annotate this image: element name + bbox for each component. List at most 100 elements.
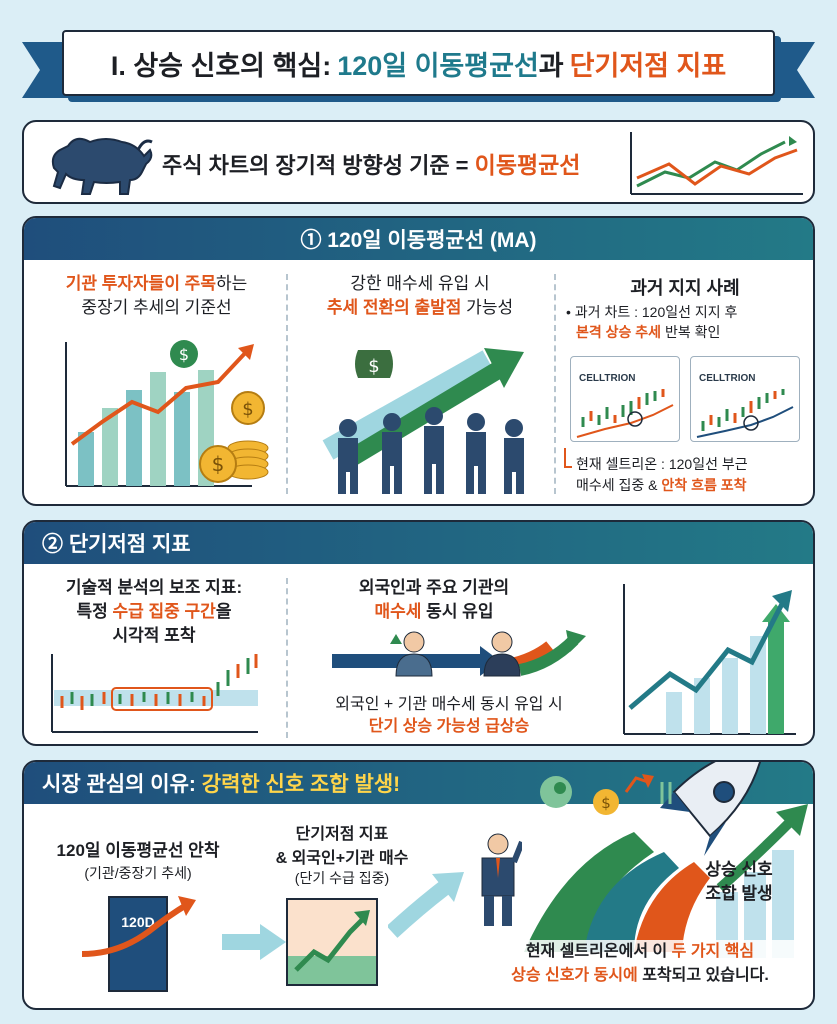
title-connector: 과 <box>538 50 564 81</box>
rocket-illustration: $ <box>524 762 761 952</box>
signal-arrow-2 <box>388 872 464 938</box>
signal-arrow-1 <box>222 924 286 960</box>
ma-col3-current: 현재 셀트리온 : 120일선 부근 매수세 집중 & 안착 흐름 포착 <box>576 454 813 496</box>
low-candle-chart <box>51 654 258 733</box>
rocket-label-line1: 상승 신호 <box>705 860 773 879</box>
signal-bottom-line2: 상승 신호가 동시에 포착되고 있습니다. <box>470 964 810 988</box>
ma-col3-bullet: • 과거 차트 : 120일선 지지 후 본격 상승 추세 반복 확인 <box>566 302 813 342</box>
section-ma: ① 120일 이동평균선 (MA) 기관 투자자들이 주목하는 중장기 추세의 … <box>22 216 815 506</box>
investors-flow-illustration <box>332 630 586 677</box>
low-col2-text: 외국인과 주요 기관의 매수세 동시 유입 <box>304 576 564 624</box>
signal-bottom-text: 현재 셀트리온에서 이 두 가지 핵심 상승 신호가 동시에 포착되고 있습니다… <box>470 940 810 988</box>
ma-col3-bullet-highlight: 본격 상승 추세 <box>576 324 662 340</box>
signal-header-highlight: 강력한 신호 조합 발생! <box>201 773 401 796</box>
investors-pushing-arrow-illustration: $ <box>322 348 524 494</box>
section-low: ② 단기저점 지표 기술적 분석의 보조 지표: 특정 수급 집중 구간을 시각… <box>22 520 815 746</box>
intro-text: 주식 차트의 장기적 방향성 기준 = <box>162 153 469 178</box>
ma-col2-line2: 추세 전환의 출발점 가능성 <box>292 296 548 320</box>
signal-left-sub: (기관/중장기 추세) <box>84 865 192 881</box>
low-col2-line1: 외국인과 주요 기관의 <box>358 578 510 597</box>
past-chart-2-label: CELLTRION <box>699 373 756 384</box>
signal-bottom-line1: 현재 셀트리온에서 이 두 가지 핵심 <box>470 940 810 964</box>
ma-col2-line1: 강한 매수세 유입 시 <box>350 274 490 293</box>
section-ma-header: ① 120일 이동평균선 (MA) <box>24 218 813 260</box>
ma-col3-current-rest: 매수세 집중 & <box>576 477 662 493</box>
ma-col1-highlight: 기관 투자자들이 주목 <box>65 274 216 293</box>
signal-mid-arrow <box>294 910 370 972</box>
low-col2-bottom-line2: 단기 상승 가능성 급상승 <box>368 718 530 735</box>
past-chart-2: CELLTRION <box>690 356 800 442</box>
ma-col1-line2: 중장기 추세의 기준선 <box>81 298 232 317</box>
low-col1-highlight: 수급 집중 구간 <box>112 602 216 621</box>
low-col2-highlight: 매수세 <box>374 602 422 621</box>
low-col1-suffix: 을 <box>215 602 232 621</box>
signal-left-box: 120D <box>108 896 168 992</box>
low-col1-line1: 기술적 분석의 보조 지표: <box>65 578 243 597</box>
rising-bars-illustration <box>623 584 796 735</box>
signal-left-arrow <box>81 896 196 957</box>
past-chart-1: CELLTRION <box>570 356 680 442</box>
section-low-header-text: ② 단기저점 지표 <box>42 533 191 556</box>
ma-col3-bullet-line2: 본격 상승 추세 반복 확인 <box>566 322 813 342</box>
low-col1-line2: 특정 수급 집중 구간을 <box>34 600 274 624</box>
low-col1-text: 기술적 분석의 보조 지표: 특정 수급 집중 구간을 시각적 포착 <box>34 576 274 648</box>
signal-mid-text: 단기저점 지표 & 외국인+기관 매수 (단기 수급 집중) <box>252 820 432 888</box>
ma-col3-title: 과거 지지 사례 <box>630 278 740 298</box>
intro-text-row: 주식 차트의 장기적 방향성 기준 = 이동평균선 <box>162 146 580 180</box>
rocket-label: 상승 신호 조합 발생 <box>684 858 794 906</box>
ma-col2-text: 강한 매수세 유입 시 추세 전환의 출발점 가능성 <box>292 272 548 320</box>
svg-text:$: $ <box>601 794 611 812</box>
svg-text:$: $ <box>179 345 189 364</box>
ma-col2-rest: 가능성 <box>461 298 514 317</box>
signal-mid-title1: 단기저점 지표 <box>295 826 389 843</box>
signal-mid-title2: & 외국인+기관 매수 <box>275 850 409 867</box>
low-col1-prefix: 특정 <box>76 602 113 621</box>
page-title: I. 상승 신호의 핵심: 120일 이동평균선 과 단기저점 지표 <box>62 30 775 96</box>
ma-col3-bullet-rest: 반복 확인 <box>661 324 721 340</box>
bull-icon <box>51 137 153 195</box>
section-signal: 시장 관심의 이유: 강력한 신호 조합 발생! 120일 이동평균선 안착 (… <box>22 760 815 1010</box>
ma-divider-2 <box>554 274 556 494</box>
title-banner: I. 상승 신호의 핵심: 120일 이동평균선 과 단기저점 지표 <box>22 30 815 106</box>
past-chart-2-candles <box>696 389 794 438</box>
ma-col3-current-line1: 현재 셀트리온 : 120일선 부근 <box>576 456 748 472</box>
intro-panel: 주식 차트의 장기적 방향성 기준 = 이동평균선 <box>22 120 815 204</box>
signal-left-box-label: 120D <box>121 914 155 930</box>
signal-left-text: 120일 이동평균선 안착 (기관/중장기 추세) <box>38 836 238 883</box>
low-col2-bottom-line1: 외국인 + 기관 매수세 동시 유입 시 <box>335 696 563 713</box>
svg-text:$: $ <box>212 452 225 476</box>
signal-mid-box <box>286 898 378 986</box>
svg-text:$: $ <box>242 399 253 420</box>
signal-mid-sub: (단기 수급 집중) <box>294 870 390 886</box>
low-col2-line2: 매수세 동시 유입 <box>304 600 564 624</box>
signal-bottom-highlight1: 두 가지 핵심 <box>671 943 755 960</box>
ma-col3-bullet-line1: • 과거 차트 : 120일선 지지 후 <box>566 304 738 320</box>
ma-col2-highlight: 추세 전환의 출발점 <box>326 298 462 317</box>
title-indicator: 단기저점 지표 <box>569 50 727 81</box>
ma-col1-text: 기관 투자자들이 주목하는 중장기 추세의 기준선 <box>34 272 279 320</box>
ma-col3-current-line2: 매수세 집중 & 안착 흐름 포착 <box>576 475 813 496</box>
title-prefix: I. 상승 신호의 핵심: <box>110 50 332 81</box>
signal-header-prefix: 시장 관심의 이유: <box>42 773 196 796</box>
ma-bar-chart-illustration: $ $ $ <box>65 340 269 487</box>
signal-bottom-rest: 포착되고 있습니다. <box>637 967 769 984</box>
section-ma-header-text: ① 120일 이동평균선 (MA) <box>300 229 537 252</box>
section-signal-header: 시장 관심의 이유: 강력한 신호 조합 발생! <box>24 762 813 804</box>
intro-line-chart <box>630 132 803 195</box>
section-low-header: ② 단기저점 지표 <box>24 522 813 564</box>
past-chart-1-candles <box>576 389 674 438</box>
current-arrow <box>564 448 572 468</box>
intro-highlight: 이동평균선 <box>474 152 581 178</box>
rocket-label-line2: 조합 발생 <box>705 884 773 903</box>
ma-divider-1 <box>286 274 288 494</box>
svg-text:$: $ <box>368 356 379 377</box>
businessman-icon <box>481 833 522 926</box>
signal-bottom-highlight2: 상승 신호가 동시에 <box>511 967 638 984</box>
signal-left-title: 120일 이동평균선 안착 <box>56 841 220 860</box>
ma-col3-current-highlight: 안착 흐름 포착 <box>661 477 747 493</box>
title-ma: 120일 이동평균선 <box>337 50 539 81</box>
ma-col1-rest: 하는 <box>215 274 248 293</box>
low-col1-line3: 시각적 포착 <box>112 626 196 645</box>
signal-bottom-prefix: 현재 셀트리온에서 이 <box>525 943 672 960</box>
low-col2-rest: 동시 유입 <box>421 602 494 621</box>
